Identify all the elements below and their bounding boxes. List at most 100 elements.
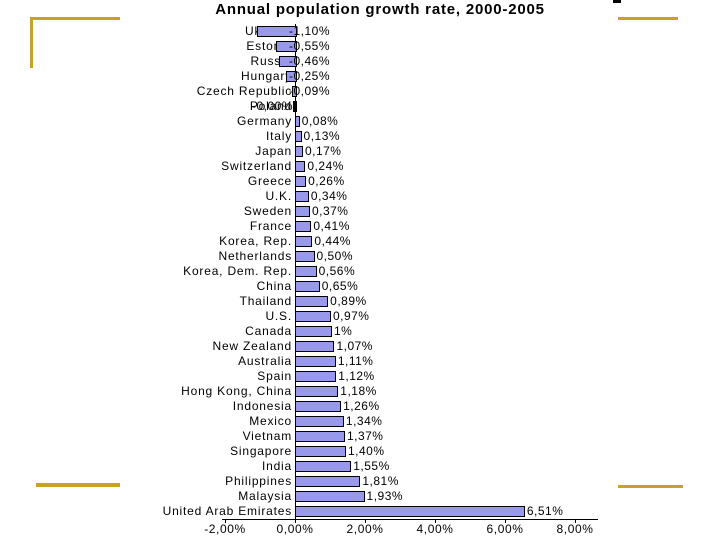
value-label: 1,93% [366,489,404,503]
bar [295,131,302,142]
category-label: Poland [249,99,292,113]
x-axis-tick-label: 6,00% [486,522,524,536]
value-label: 0,97% [332,309,370,323]
bar [295,251,315,262]
category-label: Netherlands [218,249,292,263]
value-label: -0,25% [289,69,331,83]
category-label: Spain [257,369,292,383]
value-label: 1,55% [353,459,390,473]
bar [295,326,332,337]
category-label: Australia [238,354,292,368]
bar [295,266,317,277]
category-label: Singapore [230,444,292,458]
bar [295,476,361,487]
category-label: Indonesia [232,399,292,413]
bar [295,206,310,217]
category-label: U.K. [265,189,292,203]
category-label: Canada [245,324,292,338]
value-label: -1,10% [289,24,331,38]
value-label: 1,81% [362,474,399,488]
chart-title: Annual population growth rate, 2000-2005 [215,1,545,18]
category-label: India [261,459,292,473]
value-label: -0,55% [289,39,331,53]
x-axis-tick-mark [435,519,436,523]
bar [295,356,336,367]
x-axis-tick-label: -2,00% [204,522,246,536]
bar [295,236,313,247]
category-label: Greece [247,174,292,188]
bar [256,26,297,37]
bar [295,446,346,457]
bar [293,101,297,112]
bar [295,341,335,352]
x-axis-tick-mark [505,519,506,523]
category-label: Czech Republic [196,84,292,98]
value-label: -0,00% [251,99,293,113]
bar [278,56,297,67]
value-label: 0,26% [308,174,345,188]
value-label: 1,07% [336,339,373,353]
value-label: 1,12% [338,369,375,383]
x-axis-tick-mark [295,519,296,523]
value-label: 1% [334,324,353,338]
category-label: Malaysia [238,489,292,503]
value-label: 0,56% [318,264,356,278]
x-axis-tick-label: 4,00% [416,522,454,536]
bar [295,386,339,397]
category-label: Hungary [241,69,292,83]
value-label: 1,26% [343,399,380,413]
value-label: 1,18% [340,384,377,398]
bar [295,461,352,472]
bar [295,431,345,442]
bar [275,41,297,52]
bar [295,491,365,502]
value-label: 0,08% [301,114,339,128]
category-label: Vietnam [242,429,292,443]
value-label: 0,50% [316,249,354,263]
value-label: 0,65% [321,279,359,293]
bar [295,506,525,517]
x-axis-tick-mark [365,519,366,523]
bar [295,191,309,202]
value-label: -0,09% [289,84,331,98]
value-label: 0,24% [307,159,344,173]
bar [286,71,297,82]
value-label: 6,51% [526,504,564,518]
bar [295,116,300,127]
bar [295,281,320,292]
bar [295,221,312,232]
accent-line-bottom-left [36,483,120,487]
x-axis-tick-label: 8,00% [556,522,594,536]
accent-line-bottom-right [618,485,683,488]
bar [291,86,297,97]
category-label: Japan [255,144,292,158]
category-label: U.S. [265,309,292,323]
bar [295,371,337,382]
bar [295,401,342,412]
value-label: 1,37% [346,429,384,443]
category-label: Korea, Rep. [219,234,292,248]
x-axis-tick-label: 0,00% [276,522,314,536]
corner-bracket-top-left-horizontal [30,17,120,20]
bar [295,146,303,157]
category-label: China [256,279,292,293]
x-axis-tick-label: 2,00% [346,522,384,536]
category-label: United Arab Emirates [162,504,292,518]
value-label: 1,11% [337,354,374,368]
value-label: 0,13% [303,129,341,143]
value-label: 0,44% [314,234,351,248]
value-label: 0,89% [330,294,367,308]
top-edge-mark [613,0,621,3]
x-axis-line [222,519,598,520]
bar [295,296,329,307]
value-label: 1,34% [345,414,383,428]
corner-bracket-top-left-vertical [30,17,33,68]
bar [295,416,344,427]
bar [295,176,307,187]
value-label: 0,37% [311,204,349,218]
category-label: New Zealand [212,339,292,353]
value-label: 0,17% [304,144,342,158]
category-label: Thailand [239,294,292,308]
